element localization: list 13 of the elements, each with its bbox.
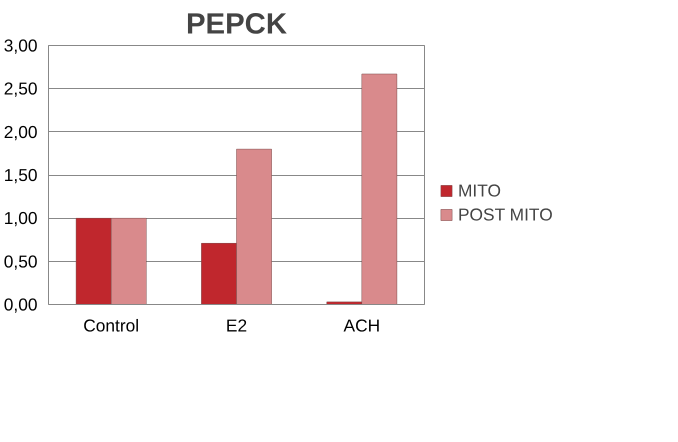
x-tick-label: Control <box>83 316 140 336</box>
legend-label: MITO <box>458 180 501 201</box>
y-tick-label: 1,00 <box>4 208 38 228</box>
x-tick-label: E2 <box>226 316 248 336</box>
y-tick-label: 2,00 <box>4 122 38 142</box>
y-tick-label: 0,00 <box>4 294 38 314</box>
chart-title: PEPCK <box>186 8 288 40</box>
x-tick-label: ACH <box>344 316 380 336</box>
y-tick-label: 3,00 <box>4 36 38 56</box>
y-tick-label: 2,50 <box>4 78 38 99</box>
y-tick-label: 0,50 <box>4 251 38 272</box>
legend-label: POST MITO <box>458 204 553 225</box>
y-tick-label: 1,50 <box>4 165 38 185</box>
